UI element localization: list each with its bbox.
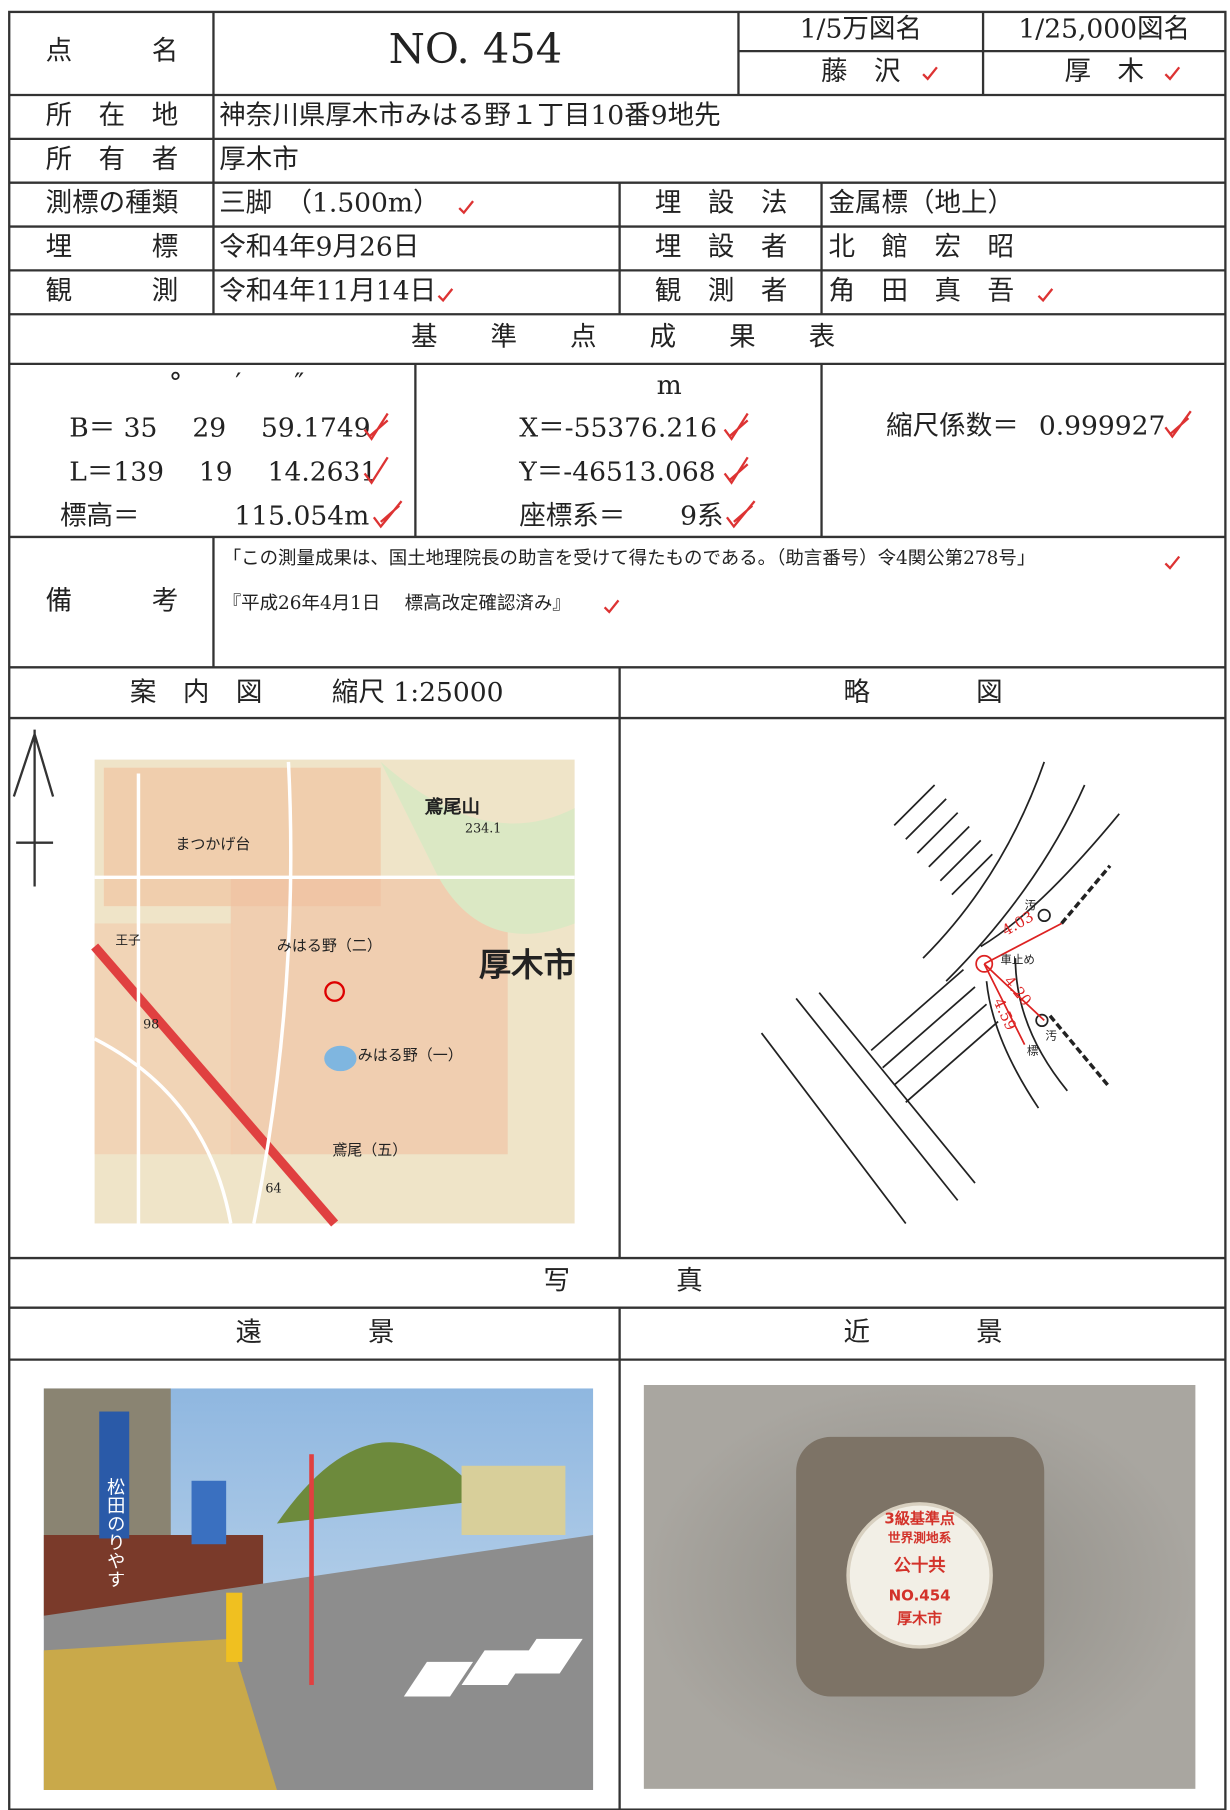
sketch-label: 汚 [1045, 1029, 1057, 1043]
value: 神奈川県厚木市みはる野１丁目10番9地先 [219, 100, 720, 131]
medallion-text: 公十共 [894, 1555, 946, 1576]
label: 埋 設 法 [655, 188, 788, 219]
value: 藤 沢 [821, 56, 901, 87]
section-title: 遠 景 [235, 1317, 394, 1348]
unit: ° ′ ″ [169, 368, 304, 399]
medallion-text: 世界測地系 [888, 1530, 952, 1545]
map-scale: 縮尺 1:25000 [332, 677, 504, 708]
label: 備 考 [46, 586, 179, 617]
section-title: 案 内 図 [130, 677, 263, 708]
label: 点 名 [46, 35, 179, 66]
value: 金属標（地上） [828, 188, 1014, 219]
map-label: 厚木市 [479, 946, 576, 984]
label: 座標系＝ [519, 500, 625, 531]
photo-far: 松田のりやす [43, 1388, 594, 1790]
map-label: 234.1 [465, 820, 501, 835]
label: 観 測 者 [655, 275, 788, 306]
label: 1/5万図名 [800, 13, 922, 44]
label: 測標の種類 [46, 188, 179, 219]
unit: m [657, 370, 682, 401]
map-label: みはる野（一） [358, 1046, 463, 1064]
banner: 松田のりやす [104, 1477, 125, 1588]
frame [8, 10, 1227, 1810]
map-label: みはる野（二） [277, 937, 382, 955]
label: 観 測 [46, 275, 179, 306]
medallion-text: 3級基準点 [884, 1509, 954, 1527]
y-coord: Y＝-46513.068 [518, 456, 715, 487]
value: 令和4年9月26日 [219, 231, 419, 262]
medallion-text: NO.454 [889, 1587, 951, 1605]
medallion-text: 厚木市 [897, 1610, 942, 1628]
map-label: 鳶尾山 [425, 796, 480, 818]
sketch-label: 標 [1027, 1044, 1039, 1058]
latitude: B＝ 35 29 59.1749 [69, 413, 370, 444]
remark: 『平成26年4月1日 標高改定確認済み』 [223, 593, 571, 614]
label: 所 有 者 [46, 144, 179, 175]
photo-near: 3級基準点 世界測地系 公十共 NO.454 厚木市 [643, 1385, 1196, 1789]
section-title: 近 景 [844, 1317, 1003, 1348]
guide-map: 鳶尾山 234.1 まつかげ台 みはる野（二） 厚木市 みはる野（一） 鳶尾（五… [91, 759, 576, 1227]
label: 1/25,000図名 [1018, 13, 1190, 44]
value: 北 館 宏 昭 [828, 231, 1014, 262]
value: 三脚 （1.500m） [219, 188, 439, 219]
value: 厚木市 [219, 144, 299, 175]
sketch [760, 761, 1120, 1224]
point-name: NO. 454 [389, 24, 563, 73]
value: 角 田 真 吾 [828, 275, 1014, 306]
remark: 「この測量成果は、国土地理院長の助言を受けて得たものである。（助言番号）令4関公… [223, 548, 1036, 569]
value: 令和4年11月14日 [219, 275, 436, 306]
label: 埋 標 [46, 231, 179, 262]
distance: 4.03 [999, 907, 1037, 939]
height: 115.054m [234, 500, 369, 531]
map-label: 鳶尾（五） [332, 1141, 407, 1159]
map-label: 王子 [115, 932, 141, 947]
check-marks [363, 66, 1192, 614]
sketch-label: 車止め [1000, 952, 1035, 966]
section-title: 基 準 点 成 果 表 [411, 321, 835, 352]
crosswalk [870, 784, 999, 1103]
system: 9系 [680, 500, 723, 531]
x-coord: X＝-55376.216 [519, 413, 717, 444]
label: 標高＝ [60, 500, 140, 531]
label: 縮尺係数＝ [886, 410, 1019, 441]
label: 埋 設 者 [655, 231, 788, 262]
sketch-label: 汚 [1025, 898, 1037, 912]
map-label: 64 [265, 1180, 281, 1195]
label: 所 在 地 [46, 100, 179, 131]
longitude: L＝139 19 14.2631 [69, 456, 377, 487]
section-title: 写 真 [544, 1265, 703, 1296]
map-label: 98 [143, 1016, 159, 1031]
scale-factor: 0.999927 [1039, 410, 1166, 441]
value: 厚 木 [1064, 56, 1144, 87]
north-arrow [12, 729, 55, 887]
section-title: 略 図 [844, 677, 1003, 708]
map-label: まつかげ台 [175, 835, 250, 853]
